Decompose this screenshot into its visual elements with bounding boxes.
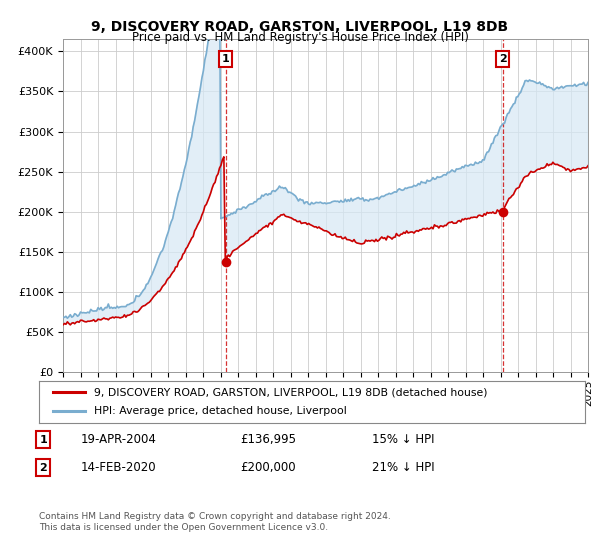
Text: 19-APR-2004: 19-APR-2004 — [81, 433, 157, 446]
Text: £136,995: £136,995 — [240, 433, 296, 446]
Text: 2: 2 — [499, 54, 506, 64]
Text: 9, DISCOVERY ROAD, GARSTON, LIVERPOOL, L19 8DB: 9, DISCOVERY ROAD, GARSTON, LIVERPOOL, L… — [91, 20, 509, 34]
Text: HPI: Average price, detached house, Liverpool: HPI: Average price, detached house, Live… — [94, 407, 346, 417]
Text: 9, DISCOVERY ROAD, GARSTON, LIVERPOOL, L19 8DB (detached house): 9, DISCOVERY ROAD, GARSTON, LIVERPOOL, L… — [94, 387, 487, 397]
Text: £200,000: £200,000 — [240, 461, 296, 474]
Text: 14-FEB-2020: 14-FEB-2020 — [81, 461, 157, 474]
Text: Price paid vs. HM Land Registry's House Price Index (HPI): Price paid vs. HM Land Registry's House … — [131, 31, 469, 44]
Text: Contains HM Land Registry data © Crown copyright and database right 2024.
This d: Contains HM Land Registry data © Crown c… — [39, 512, 391, 532]
Text: 21% ↓ HPI: 21% ↓ HPI — [372, 461, 434, 474]
Text: 1: 1 — [40, 435, 47, 445]
Text: 2: 2 — [40, 463, 47, 473]
Text: 15% ↓ HPI: 15% ↓ HPI — [372, 433, 434, 446]
Text: 1: 1 — [222, 54, 230, 64]
